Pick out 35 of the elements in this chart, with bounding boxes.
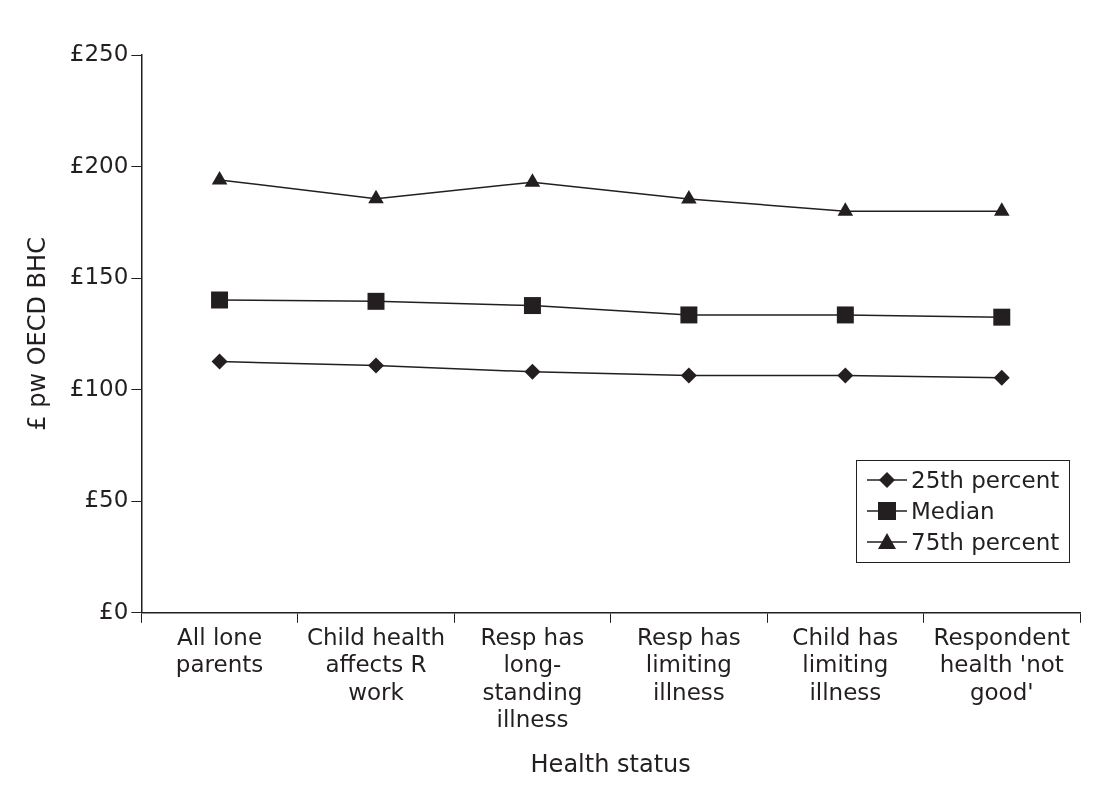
point [680,306,698,324]
point [993,202,1010,216]
point [837,202,854,216]
y-tick-label: £0 [99,597,129,624]
x-tick-label: Respondent health 'not good' [933,623,1071,705]
point [524,173,541,187]
point [367,292,385,310]
legend-label: Median [911,498,995,525]
point [368,189,384,204]
legend-label: 75th percent [911,529,1060,556]
point [837,367,854,384]
y-axis-title: £ pw OECD BHC [22,237,51,431]
y-tick-label: £100 [69,374,129,401]
point [680,367,697,384]
point [211,353,228,370]
legend-label: 25th percent [911,467,1060,494]
x-axis-title: Health status [530,749,691,778]
point [681,189,697,204]
point [211,291,229,309]
point [523,297,541,315]
y-tick-label: £150 [69,263,129,290]
point [368,357,384,374]
x-tick-label: Resp has limiting illness [637,623,741,705]
y-tick-label: £250 [69,39,129,66]
point [524,363,541,380]
point [993,308,1011,326]
point [993,369,1010,386]
x-tick-label: All lone parents [175,623,264,678]
x-tick-label: Resp has long-standing illness [480,623,585,733]
point [211,170,228,185]
y-tick-label: £200 [69,151,129,178]
point [836,306,854,324]
y-tick-label: £50 [84,486,129,513]
x-tick-label: Child health affects R work [306,623,446,705]
x-tick-label: Child has limiting illness [792,623,899,705]
